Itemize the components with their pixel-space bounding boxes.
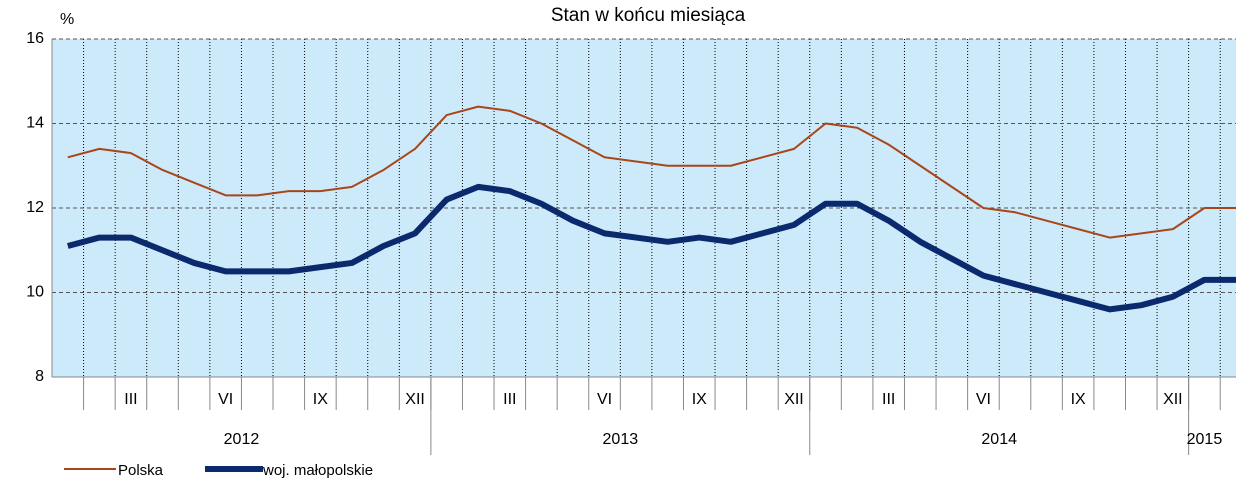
y-tick-label: 16 (26, 30, 44, 47)
y-tick-label: 14 (26, 115, 44, 132)
line-series (67, 183, 1236, 313)
x-tick-label: XII (1163, 391, 1183, 408)
chart-title: Stan w końcu miesiąca (551, 5, 746, 26)
x-tick-label: IX (1071, 391, 1086, 408)
x-tick-label: VI (597, 391, 612, 408)
year-label: 2014 (981, 431, 1017, 448)
y-tick-label: 10 (26, 284, 44, 301)
legend-label: woj. małopolskie (262, 462, 373, 479)
year-label: 2012 (224, 431, 260, 448)
y-tick-label: 12 (26, 199, 44, 216)
x-tick-label: VI (976, 391, 991, 408)
x-tick-label: XII (405, 391, 425, 408)
x-tick-label: IX (313, 391, 328, 408)
y-tick-label: 8 (35, 368, 44, 385)
year-label: 2013 (603, 431, 639, 448)
x-tick-label: VI (218, 391, 233, 408)
x-tick-label: III (882, 391, 895, 408)
legend-label: Polska (118, 462, 164, 479)
line-series (67, 105, 1236, 239)
x-tick-label: III (124, 391, 137, 408)
x-tick-label: IX (692, 391, 707, 408)
x-tick-label: III (503, 391, 516, 408)
y-axis-label: % (60, 11, 74, 28)
year-label: 2015 (1187, 431, 1223, 448)
x-tick-label: XII (784, 391, 804, 408)
